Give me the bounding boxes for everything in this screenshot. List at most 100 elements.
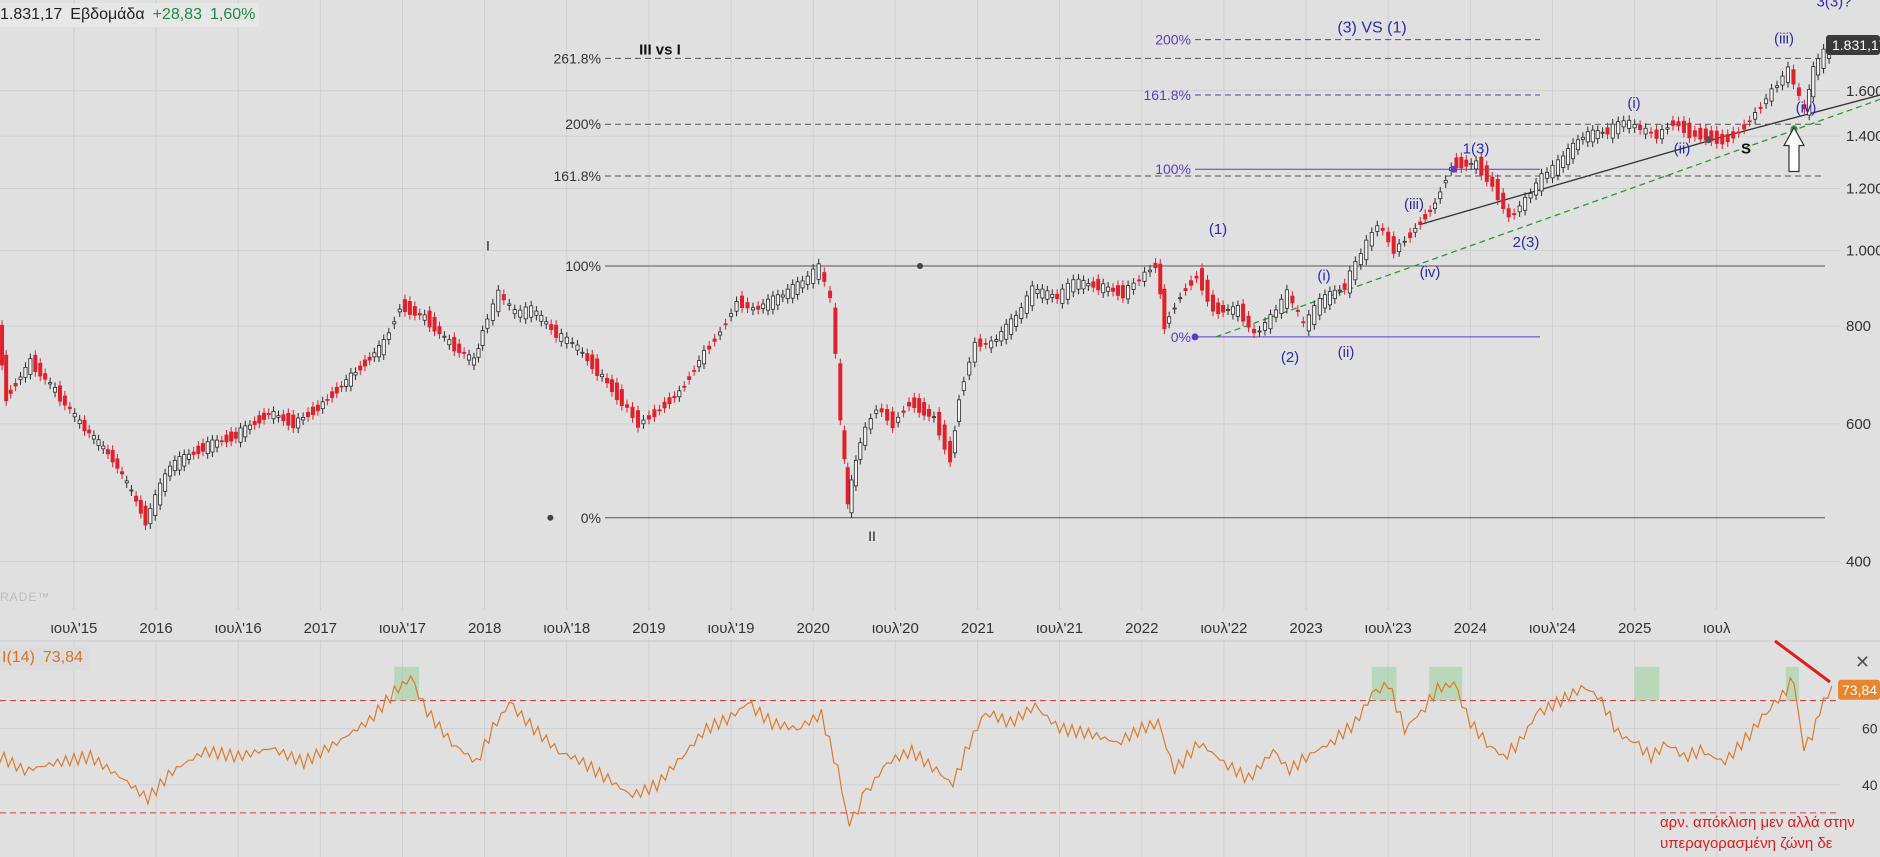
candle-body: [775, 294, 780, 306]
candle-body: [262, 412, 267, 420]
candle-body: [271, 410, 276, 420]
candle-body: [845, 467, 850, 505]
candle-body: [1230, 306, 1235, 315]
candle-body: [983, 342, 988, 345]
candle-body: [816, 263, 821, 280]
candle-body: [480, 330, 485, 346]
candle-body: [485, 318, 490, 329]
candle-body: [57, 385, 62, 402]
candle-body: [13, 382, 18, 387]
candle-body: [1681, 120, 1686, 133]
candle-body: [1221, 304, 1226, 313]
candle-body: [999, 331, 1004, 342]
candle-body: [301, 417, 306, 421]
fib-level-label: 261.8%: [554, 50, 601, 66]
candle-body: [948, 440, 953, 463]
candle-body: [1081, 280, 1086, 290]
candle-body: [805, 275, 810, 286]
candle-body: [1045, 290, 1050, 300]
candle-body: [1040, 288, 1045, 299]
candle-body: [697, 360, 702, 368]
x-tick-label: ιουλ'17: [379, 620, 426, 637]
candle-body: [210, 439, 215, 453]
candle-body: [931, 416, 936, 419]
fib-level-label: 200%: [565, 116, 601, 132]
candle-body: [1241, 303, 1246, 322]
candle-body: [1676, 121, 1681, 127]
candle-body: [496, 289, 501, 313]
candle-body: [912, 397, 917, 409]
candle-body: [1474, 160, 1479, 170]
candle-body: [138, 500, 143, 514]
candle-body: [101, 445, 106, 450]
candle-body: [529, 305, 534, 318]
candle-body: [1780, 75, 1785, 86]
header-interval[interactable]: Εβδομάδα: [70, 6, 145, 23]
candle-body: [1649, 131, 1654, 134]
candle-body: [1205, 279, 1210, 302]
candle-body: [172, 460, 177, 472]
candle-body: [1353, 260, 1358, 281]
candle-body: [437, 326, 442, 335]
x-tick-label: ιουλ'22: [1200, 620, 1247, 637]
candle-body: [1654, 129, 1659, 139]
candle-body: [1418, 221, 1423, 225]
candle-body: [1605, 127, 1610, 135]
fib-ext-label: 200%: [1155, 32, 1191, 48]
candle-body: [1369, 232, 1374, 247]
candle-body: [257, 415, 262, 424]
candle-body: [1342, 283, 1347, 290]
candle-body: [153, 494, 158, 516]
candle-body: [238, 427, 243, 443]
candle-body: [1101, 283, 1106, 294]
candle-body: [785, 288, 790, 299]
wave-label: III vs I: [639, 42, 681, 59]
candle-body: [539, 315, 544, 322]
candle-body: [72, 412, 77, 418]
candle-body: [1506, 208, 1511, 218]
candle-body: [1055, 293, 1060, 300]
candle-body: [972, 342, 977, 363]
wave-label: (ii): [1338, 344, 1355, 361]
candle-body: [67, 406, 72, 410]
candle-body: [447, 339, 452, 346]
candle-body: [554, 324, 559, 338]
candle-body: [224, 434, 229, 443]
candle-body: [1162, 288, 1167, 330]
wave-label: (3) VS (1): [1337, 19, 1406, 36]
candle-body: [163, 473, 168, 492]
candle-body: [33, 354, 38, 373]
candle-body: [1408, 232, 1413, 239]
x-tick-label: 2016: [139, 620, 172, 637]
candle-body: [1731, 131, 1736, 139]
rsi-tick-label: 40: [1862, 777, 1878, 793]
candle-body: [625, 404, 630, 408]
wave-label: 2(3): [1513, 234, 1540, 251]
candle-body: [1816, 58, 1821, 76]
candle-body: [600, 373, 605, 378]
candle-body: [1120, 285, 1125, 299]
candle-body: [1019, 307, 1024, 320]
candle-body: [186, 453, 191, 460]
fib-ext-label: 0%: [1171, 329, 1191, 345]
candle-body: [512, 309, 517, 315]
candle-body: [1714, 130, 1719, 144]
candle-body: [1312, 305, 1317, 326]
candle-body: [367, 356, 372, 361]
close-icon[interactable]: ✕: [1854, 652, 1870, 672]
candle-body: [1632, 124, 1637, 129]
candle-body: [770, 295, 775, 310]
candle-body: [1086, 283, 1091, 287]
y-tick-label: 1.000: [1846, 242, 1880, 259]
candle-body: [1375, 225, 1380, 232]
rsi-legend[interactable]: I(14) 73,84: [0, 646, 89, 670]
candle-body: [833, 307, 838, 354]
candle-body: [77, 419, 82, 425]
candle-body: [191, 451, 196, 455]
candle-body: [718, 331, 723, 336]
x-tick-label: 2023: [1289, 620, 1322, 637]
divergence-line: [1774, 639, 1831, 684]
x-tick-label: 2019: [632, 620, 665, 637]
candle-body: [800, 280, 805, 289]
